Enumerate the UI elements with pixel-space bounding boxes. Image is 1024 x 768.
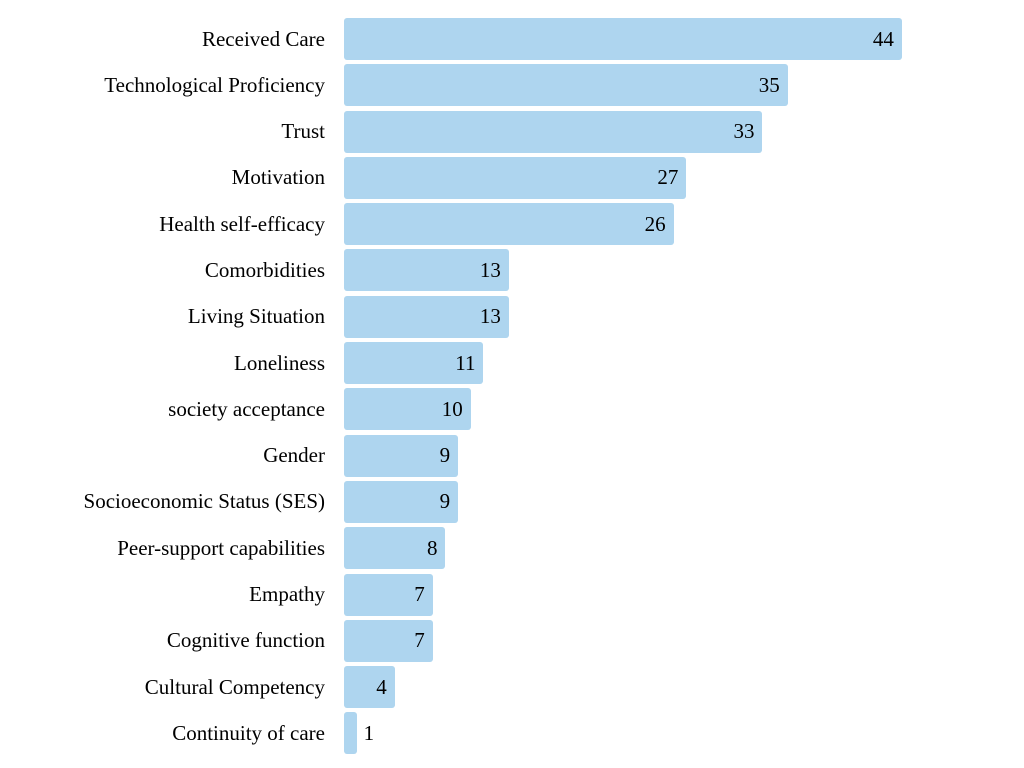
category-label: Motivation: [231, 165, 325, 190]
value-label: 10: [441, 396, 463, 421]
category-label: Gender: [263, 443, 325, 468]
bar: 10: [344, 388, 471, 431]
value-label: 27: [657, 165, 679, 190]
chart-row: Technological Proficiency 35: [0, 64, 1024, 107]
value-label: 7: [414, 582, 425, 607]
category-label: Cognitive function: [166, 628, 325, 653]
value-label: 33: [733, 119, 755, 144]
chart-row: Socioeconomic Status (SES) 9: [0, 480, 1024, 523]
value-label: 35: [758, 72, 780, 97]
value-label: 7: [414, 628, 425, 653]
value-label: 11: [455, 350, 476, 375]
value-label: 4: [376, 674, 387, 699]
bar-track: 8: [344, 527, 1024, 570]
bar-track: 26: [344, 203, 1024, 246]
bar: 9: [344, 480, 459, 523]
bar-track: 33: [344, 110, 1024, 153]
category-label: Comorbidities: [204, 257, 325, 282]
bar-track: 7: [344, 619, 1024, 662]
chart-row: Empathy 7: [0, 573, 1024, 616]
category-label: Continuity of care: [172, 720, 325, 745]
value-label: 9: [439, 489, 451, 514]
bar: 7: [344, 573, 433, 616]
category-label: Peer-support capabilities: [117, 535, 325, 560]
category-label: Empathy: [249, 582, 325, 607]
bar-track: 11: [344, 342, 1024, 385]
bar: 33: [344, 110, 763, 153]
bar-track: 9: [344, 480, 1024, 523]
value-label: 13: [479, 304, 501, 329]
value-label: 8: [426, 535, 438, 560]
bar-track: 7: [344, 573, 1024, 616]
bar: 8: [344, 527, 446, 570]
chart-row: Comorbidities 13: [0, 249, 1024, 292]
chart-row: Received Care 44: [0, 18, 1024, 60]
chart-row: Motivation 27: [0, 156, 1024, 199]
value-label: 9: [439, 443, 451, 468]
bar: 9: [344, 434, 459, 477]
bar-track: 4: [344, 666, 1024, 709]
bar-track: 10: [344, 388, 1024, 431]
chart-row: Trust 33: [0, 110, 1024, 153]
bar: 44: [344, 18, 902, 60]
bar: 35: [344, 64, 788, 107]
chart-row: Health self-efficacy 26: [0, 203, 1024, 246]
category-label: Health self-efficacy: [159, 211, 325, 236]
bar-track: 13: [344, 295, 1024, 338]
chart-row: Loneliness 11: [0, 342, 1024, 385]
category-label: Loneliness: [234, 350, 325, 375]
category-label: society acceptance: [168, 396, 325, 421]
bar: 26: [344, 203, 674, 246]
category-label: Technological Proficiency: [104, 72, 325, 97]
bar-track: 35: [344, 64, 1024, 107]
value-label: 13: [479, 257, 501, 282]
bar: [344, 712, 357, 755]
bar: 13: [344, 295, 509, 338]
value-label: 44: [872, 26, 894, 51]
category-label: Received Care: [201, 26, 325, 51]
bar-track: 13: [344, 249, 1024, 292]
bar: 11: [344, 342, 484, 385]
chart-row: Cognitive function 7: [0, 619, 1024, 662]
category-label: Trust: [281, 119, 325, 144]
chart-row: society acceptance 10: [0, 388, 1024, 431]
chart-row: Gender 9: [0, 434, 1024, 477]
value-label: 1: [363, 720, 375, 745]
bar: 4: [344, 666, 395, 709]
chart-row: Living Situation 13: [0, 295, 1024, 338]
bar-track: 44: [344, 18, 1024, 60]
bar: 27: [344, 156, 687, 199]
bar-track: 27: [344, 156, 1024, 199]
chart-row: Continuity of care 1: [0, 712, 1024, 755]
bar-track: 9: [344, 434, 1024, 477]
category-label: Cultural Competency: [144, 674, 325, 699]
chart-row: Cultural Competency 4: [0, 666, 1024, 709]
bar: 7: [344, 619, 433, 662]
bar: 13: [344, 249, 509, 292]
chart-row: Peer-support capabilities 8: [0, 527, 1024, 570]
value-label: 26: [644, 211, 666, 236]
category-label: Socioeconomic Status (SES): [83, 489, 325, 514]
bar-track: 1: [344, 712, 1024, 755]
category-label: Living Situation: [187, 304, 325, 329]
